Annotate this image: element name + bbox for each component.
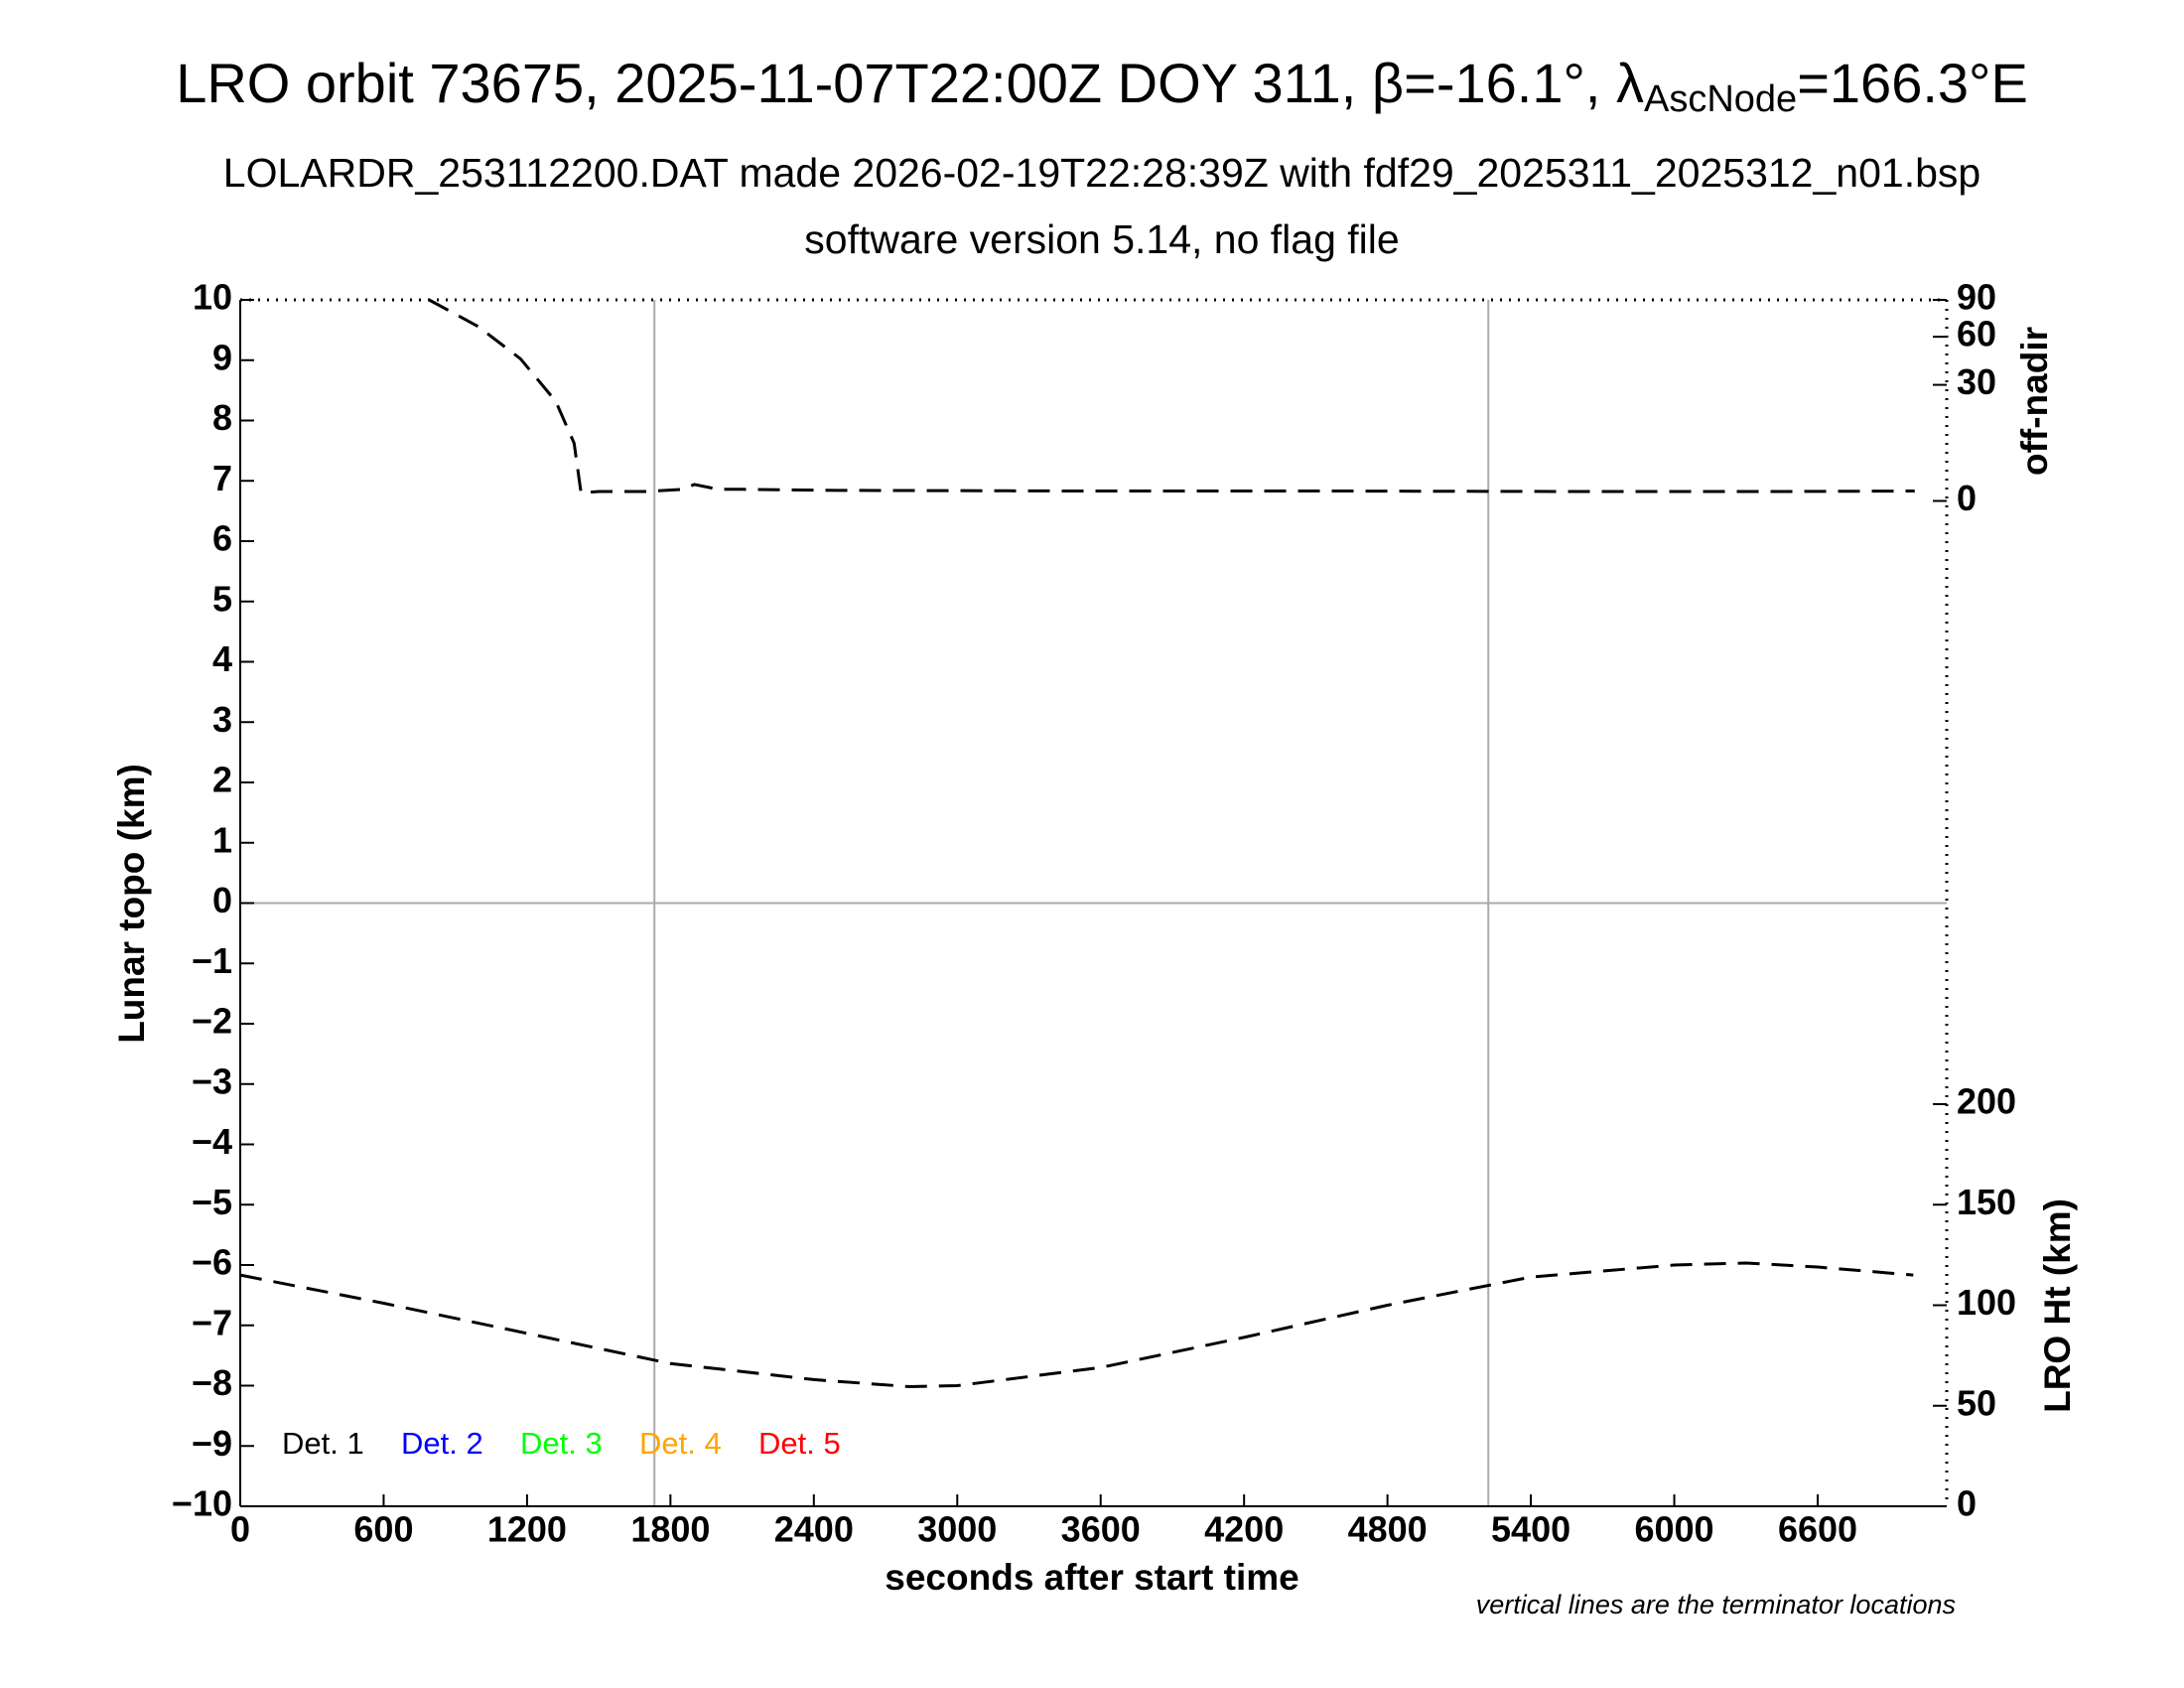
y2-tick-label: 0 (1957, 478, 1977, 518)
y-tick-label: −7 (192, 1302, 232, 1342)
subtitle: LOLARDR_253112200.DAT made 2026-02-19T22… (223, 150, 1980, 196)
x-tick-label: 6000 (1634, 1509, 1713, 1550)
y3-axis-label: LRO Ht (km) (2037, 1198, 2078, 1413)
y-tick-label: 8 (212, 397, 232, 438)
x-tick-label: 0 (230, 1509, 250, 1550)
y-tick-label: −10 (172, 1483, 232, 1524)
legend-entry: Det. 5 (758, 1426, 841, 1461)
title-part: LRO orbit 73675, 2025-11-07T22:00Z DOY 3… (176, 52, 1644, 114)
y3-tick-label: 150 (1957, 1182, 2016, 1222)
title-subscript: AscNode (1644, 78, 1797, 120)
x-tick-label: 3600 (1061, 1509, 1141, 1550)
y-tick-label: −2 (192, 1001, 232, 1042)
y2-axis-label: off-nadir (2014, 327, 2055, 476)
x-tick-label: 5400 (1491, 1509, 1570, 1550)
legend-entry: Det. 1 (282, 1426, 364, 1461)
y-tick-label: −4 (192, 1121, 232, 1162)
y2-tick-label: 30 (1957, 361, 1996, 402)
y-tick-label: 9 (212, 337, 232, 377)
y-tick-label: −1 (192, 940, 232, 981)
x-tick-label: 4800 (1348, 1509, 1428, 1550)
subtitle: software version 5.14, no flag file (804, 216, 1399, 262)
y-tick-label: 10 (193, 277, 232, 318)
note: vertical lines are the terminator locati… (1476, 1590, 1956, 1619)
x-axis-label: seconds after start time (885, 1557, 1298, 1598)
y-tick-label: 7 (212, 458, 232, 498)
x-tick-label: 6600 (1778, 1509, 1857, 1550)
y-tick-label: −8 (192, 1362, 232, 1403)
x-tick-label: 1800 (630, 1509, 710, 1550)
y2-tick-label: 60 (1957, 314, 1996, 354)
x-tick-label: 600 (353, 1509, 413, 1550)
x-tick-label: 4200 (1204, 1509, 1284, 1550)
y-axis-label: Lunar topo (km) (111, 764, 152, 1044)
legend-entry: Det. 2 (401, 1426, 483, 1461)
y3-tick-label: 0 (1957, 1483, 1977, 1524)
y-tick-label: −3 (192, 1060, 232, 1101)
y-tick-label: −5 (192, 1182, 232, 1222)
y-tick-label: 4 (212, 638, 232, 679)
x-tick-label: 1200 (487, 1509, 567, 1550)
y-tick-label: −6 (192, 1242, 232, 1283)
y-tick-label: −9 (192, 1423, 232, 1464)
series-line (428, 298, 1915, 495)
y3-tick-label: 200 (1957, 1081, 2016, 1122)
legend-entry: Det. 3 (520, 1426, 603, 1461)
y-tick-label: 5 (212, 578, 232, 619)
x-tick-label: 2400 (774, 1509, 854, 1550)
y-tick-label: 2 (212, 760, 232, 800)
y-tick-label: 3 (212, 699, 232, 740)
y2-tick-label: 90 (1957, 277, 1996, 318)
y-tick-label: 1 (212, 819, 232, 860)
legend-entry: Det. 4 (639, 1426, 722, 1461)
y3-tick-label: 100 (1957, 1282, 2016, 1323)
y3-tick-label: 50 (1957, 1382, 1996, 1423)
series-line (239, 1261, 1914, 1389)
y-tick-label: 0 (212, 880, 232, 920)
chart-title: LRO orbit 73675, 2025-11-07T22:00Z DOY 3… (176, 52, 2028, 120)
y-tick-label: 6 (212, 518, 232, 559)
title-part: =166.3°E (1797, 52, 2028, 114)
x-tick-label: 3000 (917, 1509, 997, 1550)
